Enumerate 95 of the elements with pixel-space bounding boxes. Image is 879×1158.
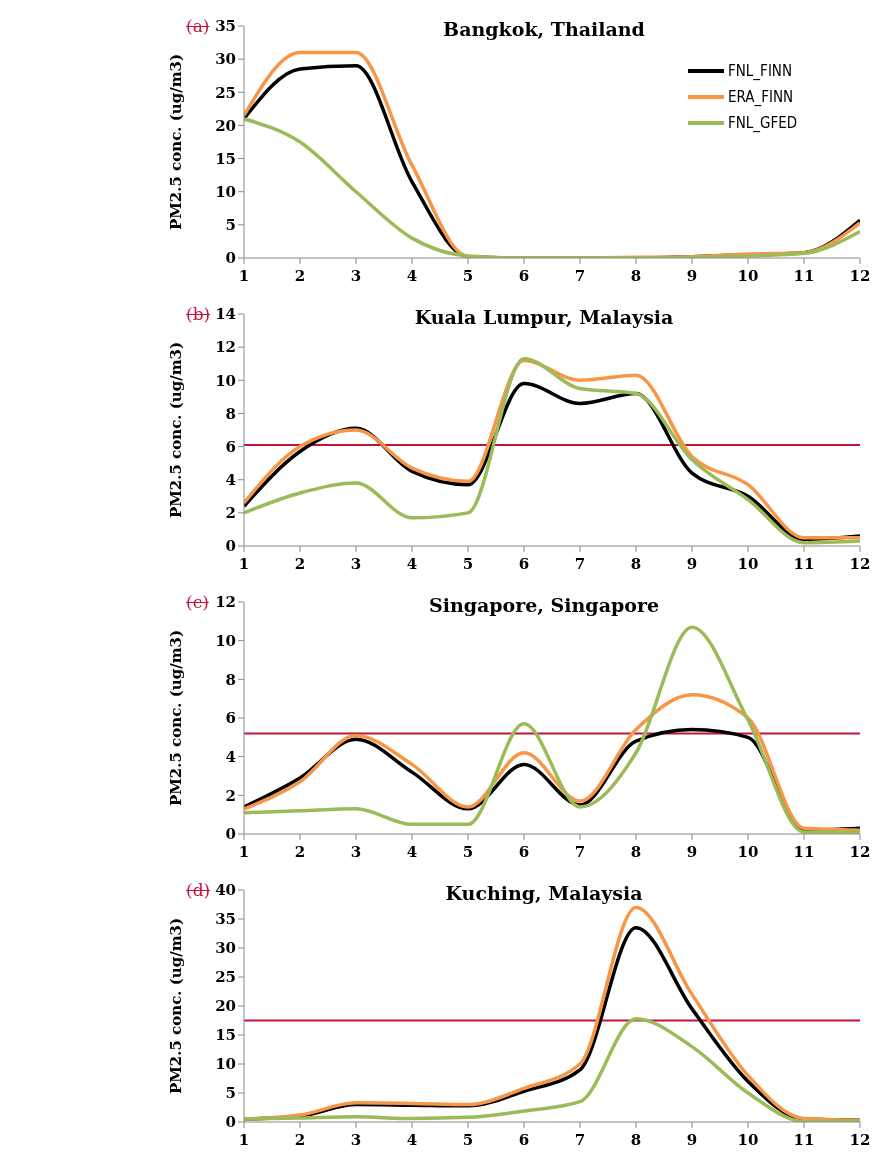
- x-tick-label: 4: [406, 554, 418, 573]
- x-tick-label: 1: [238, 1130, 250, 1149]
- x-tick-label: 12: [849, 1130, 871, 1149]
- y-tick-label: 8: [225, 404, 236, 423]
- x-tick-label: 10: [737, 554, 759, 573]
- x-tick-label: 7: [574, 554, 586, 573]
- x-tick-label: 8: [630, 266, 642, 285]
- y-tick-label: 8: [225, 670, 236, 689]
- y-tick-label: 5: [225, 1084, 236, 1103]
- x-tick-label: 11: [793, 842, 815, 861]
- x-tick-label: 12: [849, 554, 871, 573]
- x-tick-label: 9: [686, 1130, 698, 1149]
- legend-label: ERA_FINN: [728, 87, 794, 108]
- y-tick-label: 20: [215, 116, 236, 135]
- y-tick-label: 25: [215, 968, 236, 987]
- x-tick-label: 2: [294, 266, 306, 285]
- x-tick-label: 3: [350, 554, 362, 573]
- x-tick-label: 6: [518, 1130, 530, 1149]
- x-tick-label: 6: [518, 266, 530, 285]
- chart-title: Bangkok, Thailand: [442, 18, 646, 40]
- y-tick-label: 12: [215, 338, 236, 357]
- y-tick-label: 10: [215, 631, 236, 650]
- x-tick-label: 6: [518, 842, 530, 861]
- chart-title: Kuala Lumpur, Malaysia: [413, 306, 675, 328]
- y-tick-label: 6: [225, 709, 236, 728]
- x-tick-label: 9: [686, 842, 698, 861]
- y-tick-label: 25: [215, 83, 236, 102]
- legend-label: FNL_FINN: [728, 61, 793, 82]
- x-tick-label: 3: [350, 842, 362, 861]
- y-tick-label: 6: [225, 437, 236, 456]
- x-tick-label: 5: [462, 1130, 474, 1149]
- y-tick-label: 4: [225, 471, 236, 490]
- y-tick-label: 10: [215, 1055, 236, 1074]
- x-tick-label: 6: [518, 554, 530, 573]
- y-tick-label: 20: [215, 997, 236, 1016]
- y-tick-label: 14: [215, 305, 236, 324]
- x-tick-label: 10: [737, 842, 759, 861]
- y-tick-label: 30: [215, 939, 236, 958]
- chart-title: Singapore, Singapore: [427, 594, 660, 616]
- y-tick-label: 0: [225, 249, 236, 268]
- y-tick-label: 2: [225, 504, 236, 523]
- x-tick-label: 2: [294, 1130, 306, 1149]
- x-tick-label: 7: [574, 842, 586, 861]
- y-tick-label: 12: [215, 593, 236, 612]
- x-tick-label: 2: [294, 842, 306, 861]
- x-tick-label: 4: [406, 842, 418, 861]
- x-tick-label: 11: [793, 1130, 815, 1149]
- y-axis-title: PM2.5 conc. (ug/m3): [167, 629, 186, 807]
- y-tick-label: 10: [215, 371, 236, 390]
- chart-title: Kuching, Malaysia: [444, 882, 644, 904]
- legend-label: FNL_GFED: [728, 113, 798, 134]
- text: (a): [186, 16, 210, 36]
- x-tick-label: 5: [462, 266, 474, 285]
- y-tick-label: 0: [225, 1113, 236, 1132]
- x-tick-label: 8: [630, 1130, 642, 1149]
- x-tick-label: 4: [406, 1130, 418, 1149]
- y-tick-label: 15: [215, 1026, 236, 1045]
- x-tick-label: 5: [462, 554, 474, 573]
- text: (c): [186, 592, 209, 612]
- x-tick-label: 9: [686, 554, 698, 573]
- y-tick-label: 2: [225, 786, 236, 805]
- x-tick-label: 12: [849, 266, 871, 285]
- x-tick-label: 1: [238, 842, 250, 861]
- y-tick-label: 5: [225, 216, 236, 235]
- y-axis-title: PM2.5 conc. (ug/m3): [167, 341, 186, 519]
- x-tick-label: 10: [737, 266, 759, 285]
- text: (d): [186, 880, 211, 900]
- x-tick-label: 11: [793, 266, 815, 285]
- y-tick-label: 30: [215, 50, 236, 69]
- x-tick-label: 12: [849, 842, 871, 861]
- y-tick-label: 15: [215, 149, 236, 168]
- y-tick-label: 10: [215, 183, 236, 202]
- x-tick-label: 1: [238, 266, 250, 285]
- y-tick-label: 35: [215, 17, 236, 36]
- x-tick-label: 4: [406, 266, 418, 285]
- x-tick-label: 3: [350, 266, 362, 285]
- x-tick-label: 9: [686, 266, 698, 285]
- y-tick-label: 35: [215, 910, 236, 929]
- x-tick-label: 7: [574, 1130, 586, 1149]
- y-tick-label: 4: [225, 747, 236, 766]
- x-tick-label: 11: [793, 554, 815, 573]
- x-tick-label: 1: [238, 554, 250, 573]
- x-tick-label: 5: [462, 842, 474, 861]
- x-tick-label: 7: [574, 266, 586, 285]
- y-tick-label: 40: [215, 881, 236, 900]
- y-tick-label: 0: [225, 825, 236, 844]
- y-tick-label: 0: [225, 537, 236, 556]
- x-tick-label: 3: [350, 1130, 362, 1149]
- x-tick-label: 8: [630, 842, 642, 861]
- y-axis-title: PM2.5 conc. (ug/m3): [167, 917, 186, 1095]
- x-tick-label: 10: [737, 1130, 759, 1149]
- text: (b): [186, 304, 211, 324]
- x-tick-label: 2: [294, 554, 306, 573]
- x-tick-label: 8: [630, 554, 642, 573]
- y-axis-title: PM2.5 conc. (ug/m3): [167, 53, 186, 231]
